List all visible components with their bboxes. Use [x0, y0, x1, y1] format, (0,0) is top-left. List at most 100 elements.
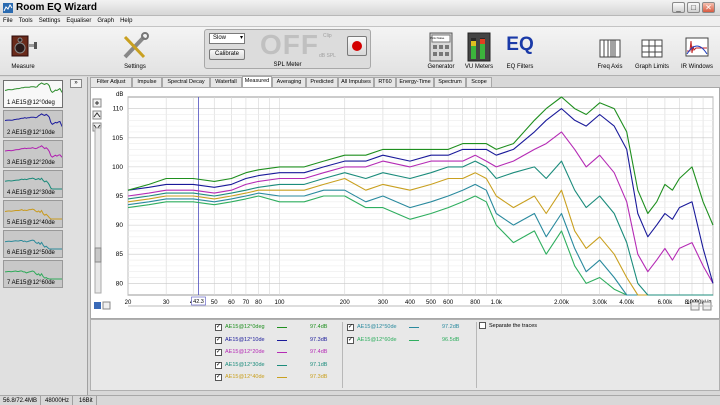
- legend-line-swatch: [277, 327, 287, 328]
- legend-line-swatch: [277, 377, 287, 378]
- vu-meter-icon: [467, 32, 491, 62]
- tab-energy-time[interactable]: Energy-Time: [396, 77, 434, 87]
- expand-panel-button[interactable]: »: [70, 79, 82, 88]
- trace-visible-checkbox[interactable]: ✓: [215, 336, 222, 344]
- legend-row[interactable]: ✓ AE15@12°60de 96.5dB: [347, 336, 467, 345]
- separate-traces-checkbox[interactable]: [479, 322, 486, 330]
- tab-waterfall[interactable]: Waterfall: [210, 77, 242, 87]
- speaker-mic-icon: [11, 35, 37, 57]
- spl-chart[interactable]: 11010510095908580dB203040506070801002003…: [91, 88, 719, 318]
- measurement-item[interactable]: 7 AE15@12°60de: [3, 260, 63, 288]
- ir-windows-button[interactable]: IR Windows: [676, 30, 718, 74]
- legend-trace-value: 97.4dB: [310, 349, 328, 355]
- record-icon: [352, 41, 362, 51]
- tab-spectrum[interactable]: Spectrum: [434, 77, 466, 87]
- vertical-scrollbar[interactable]: [94, 127, 102, 294]
- tab-filter-adjust[interactable]: Filter Adjust: [90, 77, 132, 87]
- y-tick-label: 105: [112, 135, 123, 142]
- record-button[interactable]: [347, 36, 367, 56]
- x-tick-label: 600: [443, 300, 454, 306]
- thumbnail-trace: [4, 177, 62, 190]
- x-tick-label: 400: [405, 300, 416, 306]
- legend-trace-name: AE15@12°20de: [225, 349, 265, 355]
- graph-limits-button[interactable]: Graph Limits: [632, 30, 672, 74]
- measurement-item[interactable]: 1 AE15@12°0deg: [3, 80, 63, 108]
- legend-row[interactable]: ✓ AE15@12°10de 97.3dB: [215, 336, 335, 345]
- measurement-thumbnail: [4, 208, 62, 220]
- toolbar: Measure Settings Slow ▾ Calibrate OFF Cli…: [0, 27, 720, 76]
- trace-visible-checkbox[interactable]: ✓: [215, 349, 222, 356]
- measurement-item[interactable]: 3 AE15@12°20de: [3, 140, 63, 168]
- tab-averaging[interactable]: Averaging: [272, 77, 306, 87]
- memory-usage: 56.8/72.4MB: [0, 396, 42, 405]
- trace-visible-checkbox[interactable]: ✓: [215, 374, 222, 381]
- measurement-item[interactable]: 2 AE15@12°10de: [3, 110, 63, 138]
- y-unit-label: dB: [116, 92, 123, 98]
- spl-speed-select[interactable]: Slow ▾: [209, 33, 245, 44]
- menu-tools[interactable]: Tools: [18, 18, 33, 24]
- trace-visible-checkbox[interactable]: ✓: [215, 324, 222, 331]
- trace-visible-checkbox[interactable]: ✓: [347, 336, 354, 344]
- thumbnail-trace: [4, 239, 62, 250]
- y-tick-label: 100: [112, 164, 123, 171]
- menu-file[interactable]: File: [3, 18, 13, 24]
- zoom-up-icon[interactable]: [92, 110, 102, 120]
- tab-all-impulses[interactable]: All Impulses: [338, 77, 374, 87]
- x-tick-label: 500: [426, 300, 437, 306]
- legend-separator: [342, 322, 343, 388]
- legend-row[interactable]: ✓ AE15@12°0deg 97.4dB: [215, 323, 335, 332]
- measurement-label: 7 AE15@12°60de: [7, 280, 55, 286]
- title-bar: Room EQ Wizard _ □ ✕: [0, 0, 720, 16]
- menu-equaliser[interactable]: Equaliser: [66, 18, 92, 24]
- trace-visible-checkbox[interactable]: ✓: [347, 324, 354, 331]
- series-line: [127, 160, 713, 296]
- spl-readout: OFF: [260, 29, 319, 60]
- calibrate-button[interactable]: Calibrate: [209, 49, 245, 60]
- measure-button[interactable]: Measure: [2, 30, 44, 74]
- generator-button[interactable]: Pink Noise Generator: [424, 30, 458, 74]
- series-line: [127, 96, 714, 226]
- measurement-thumbnail: [4, 239, 62, 250]
- legend-row[interactable]: ✓ AE15@12°20de 97.4dB: [215, 348, 335, 357]
- menu-help[interactable]: Help: [120, 18, 133, 24]
- y-tick-label: 95: [116, 193, 124, 200]
- measurement-thumbnail: [4, 113, 62, 128]
- legend-trace-value: 97.3dB: [310, 336, 328, 343]
- tab-scope[interactable]: Scope: [466, 77, 492, 87]
- close-button[interactable]: ✕: [702, 2, 715, 13]
- freq-axis-button[interactable]: Freq Axis: [594, 30, 626, 74]
- tools-icon: [123, 32, 149, 59]
- clip-indicator: Clip: [323, 33, 332, 39]
- maximize-button[interactable]: □: [687, 2, 700, 13]
- settings-button[interactable]: Settings: [112, 30, 158, 74]
- tab-spectral-decay[interactable]: Spectral Decay: [162, 77, 210, 87]
- x-tick-label: 4.00k: [619, 300, 635, 306]
- vu-meters-button[interactable]: VU Meters: [462, 30, 496, 74]
- eq-filters-button[interactable]: EQ EQ Filters: [500, 30, 540, 74]
- legend-row[interactable]: ✓ AE15@12°30de 97.1dB: [215, 361, 335, 370]
- measurement-item[interactable]: 6 AE15@12°50de: [3, 230, 63, 258]
- tab-measured[interactable]: Measured: [242, 76, 272, 87]
- trace-visible-checkbox[interactable]: ✓: [215, 361, 222, 369]
- measurement-item[interactable]: 4 AE15@12°30de: [3, 170, 63, 198]
- minimize-button[interactable]: _: [672, 2, 685, 13]
- measurement-label: 4 AE15@12°30de: [7, 190, 55, 196]
- series-line: [127, 131, 714, 284]
- x-tick-label: 50: [211, 300, 218, 306]
- spl-graph[interactable]: 11010510095908580dB203040506070801002003…: [90, 87, 720, 319]
- legend-line-swatch: [277, 352, 287, 353]
- legend-row[interactable]: ✓ AE15@12°50de 97.2dB: [347, 323, 467, 332]
- menu-graph[interactable]: Graph: [97, 18, 115, 24]
- tab-impulse[interactable]: Impulse: [132, 77, 162, 87]
- menu-settings[interactable]: Settings: [38, 18, 61, 24]
- x-tick-label: 30: [163, 300, 170, 306]
- legend-row[interactable]: ✓ AE15@12°40de 97.3dB: [215, 373, 335, 382]
- zoom-in-y-icon[interactable]: [92, 98, 102, 108]
- tab-rt60[interactable]: RT60: [374, 77, 396, 87]
- tab-predicted[interactable]: Predicted: [306, 77, 338, 87]
- measurement-thumbnail: [4, 177, 62, 190]
- measurement-thumbnail: [4, 270, 62, 280]
- measurement-item[interactable]: 5 AE15@12°40de: [3, 200, 63, 228]
- separate-traces-option[interactable]: Separate the traces: [479, 322, 537, 331]
